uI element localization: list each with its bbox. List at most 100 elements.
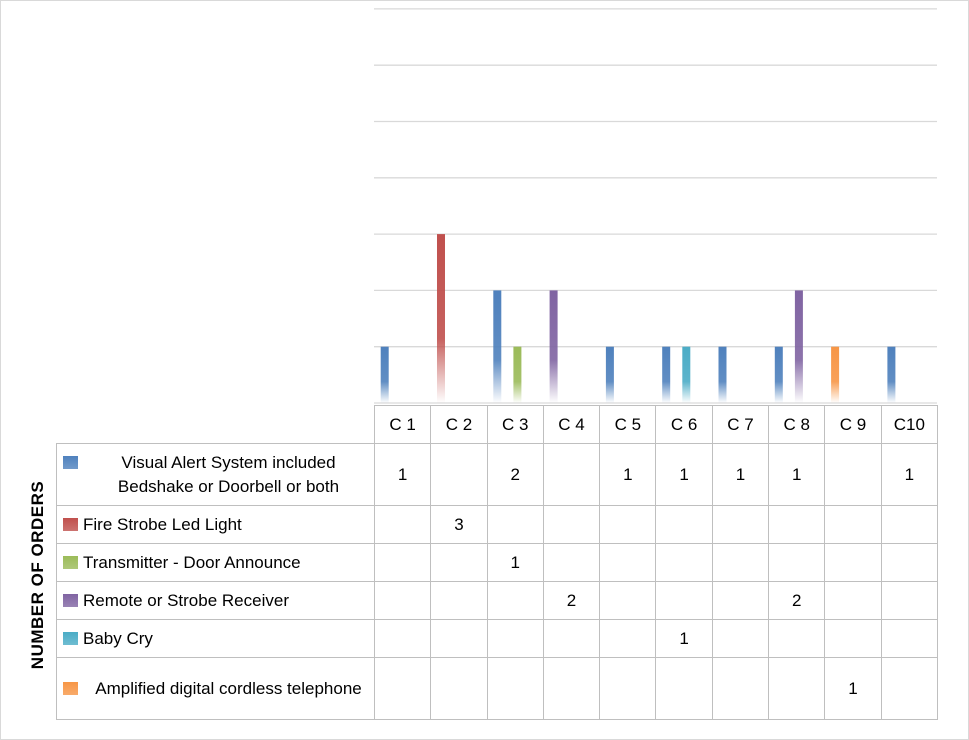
- category-label: C 1: [373, 405, 432, 444]
- data-label: [768, 543, 826, 582]
- bar-c6-series-1: [662, 346, 671, 403]
- legend-key-icon: [63, 681, 78, 695]
- data-label: 3: [430, 505, 488, 544]
- data-label: [486, 581, 544, 620]
- category-label: C 2: [430, 405, 488, 444]
- data-label: [542, 505, 601, 544]
- legend-label: Transmitter - Door Announce: [83, 552, 301, 572]
- legend-key-icon: [63, 632, 78, 645]
- bar-c7-series-1: [718, 346, 727, 403]
- bar-c3-series-1: [493, 290, 502, 403]
- data-label: [599, 581, 657, 620]
- data-label: [430, 543, 488, 582]
- data-label: [768, 619, 826, 658]
- legend-label: Amplified digital cordless telephone: [95, 678, 362, 698]
- legend-entry: Fire Strobe Led Light: [56, 505, 375, 544]
- bar-c10-series-1: [887, 346, 896, 403]
- legend-entry: Baby Cry: [56, 619, 375, 658]
- category-label: C 4: [542, 405, 601, 444]
- legend-entry: Transmitter - Door Announce: [56, 543, 375, 582]
- data-label: [373, 657, 432, 720]
- data-label: 1: [486, 543, 544, 582]
- data-label: 1: [655, 619, 713, 658]
- data-label: [880, 581, 938, 620]
- data-label: [711, 619, 770, 658]
- data-label: [599, 619, 657, 658]
- data-label: [880, 505, 938, 544]
- data-label: [430, 443, 488, 506]
- bar-c5-series-1: [605, 346, 614, 403]
- legend-key-icon: [63, 556, 78, 569]
- data-label: [542, 657, 601, 720]
- category-label: C 7: [711, 405, 770, 444]
- data-label: [373, 505, 432, 544]
- data-label: [486, 619, 544, 658]
- data-label: 1: [711, 443, 770, 506]
- table-row: Baby Cry 1: [56, 619, 938, 658]
- category-label: C 6: [655, 405, 713, 444]
- data-label: [430, 657, 488, 720]
- legend-label: Fire Strobe Led Light: [83, 514, 242, 534]
- data-label: 2: [768, 581, 826, 620]
- data-label: [824, 505, 882, 544]
- legend-label: Baby Cry: [83, 628, 153, 648]
- plot-area: [374, 8, 937, 404]
- data-label: [599, 543, 657, 582]
- data-label: [711, 543, 770, 582]
- category-label: C 3: [486, 405, 544, 444]
- data-label: [542, 619, 601, 658]
- legend-label: Remote or Strobe Receiver: [83, 590, 289, 610]
- data-label: [599, 505, 657, 544]
- table-row: Amplified digital cordless telephone 1: [56, 657, 938, 720]
- bar-c2-series-2: [436, 234, 445, 403]
- category-label: C 8: [768, 405, 826, 444]
- data-label: 1: [373, 443, 432, 506]
- data-label: [430, 619, 488, 658]
- data-label: [824, 543, 882, 582]
- category-label: C 5: [599, 405, 657, 444]
- table-row: Fire Strobe Led Light 3: [56, 505, 938, 544]
- data-label: [824, 443, 882, 506]
- bar-c3-series-3: [513, 346, 522, 403]
- data-label: 2: [486, 443, 544, 506]
- data-label: [373, 619, 432, 658]
- legend-entry: Remote or Strobe Receiver: [56, 581, 375, 620]
- y-axis-label: NUMBER OF ORDERS: [28, 480, 47, 670]
- data-label: [655, 581, 713, 620]
- data-label: [711, 581, 770, 620]
- legend-key-icon: [63, 518, 78, 531]
- table-corner: [56, 405, 375, 444]
- bar-c8-series-1: [774, 346, 783, 403]
- legend-key-icon: [63, 455, 78, 469]
- data-label: 1: [655, 443, 713, 506]
- data-label: [880, 619, 938, 658]
- data-label: [373, 581, 432, 620]
- legend-entry: Amplified digital cordless telephone: [56, 657, 375, 720]
- data-label: [880, 657, 938, 720]
- data-label: [880, 543, 938, 582]
- bar-c1-series-1: [380, 346, 389, 403]
- table-row: Transmitter - Door Announce 1: [56, 543, 938, 582]
- data-label: 1: [824, 657, 882, 720]
- legend-key-icon: [63, 594, 78, 607]
- data-label: [486, 657, 544, 720]
- bar-c4-series-4: [549, 290, 558, 403]
- data-label: [599, 657, 657, 720]
- data-label: [430, 581, 488, 620]
- data-label: [655, 657, 713, 720]
- data-label: 2: [542, 581, 601, 620]
- data-label: [768, 505, 826, 544]
- bar-c6-series-5: [682, 346, 691, 403]
- legend-entry: Visual Alert System included Bedshake or…: [56, 443, 375, 506]
- data-label: [655, 505, 713, 544]
- data-label: [711, 657, 770, 720]
- bar-c9-series-6: [831, 346, 840, 403]
- data-label: [486, 505, 544, 544]
- data-label: 1: [880, 443, 938, 506]
- category-label: C 9: [824, 405, 882, 444]
- data-label: [373, 543, 432, 582]
- legend-label: Visual Alert System included Bedshake or…: [117, 452, 340, 496]
- bar-c8-series-4: [794, 290, 803, 403]
- data-label: [824, 619, 882, 658]
- data-label: [542, 443, 601, 506]
